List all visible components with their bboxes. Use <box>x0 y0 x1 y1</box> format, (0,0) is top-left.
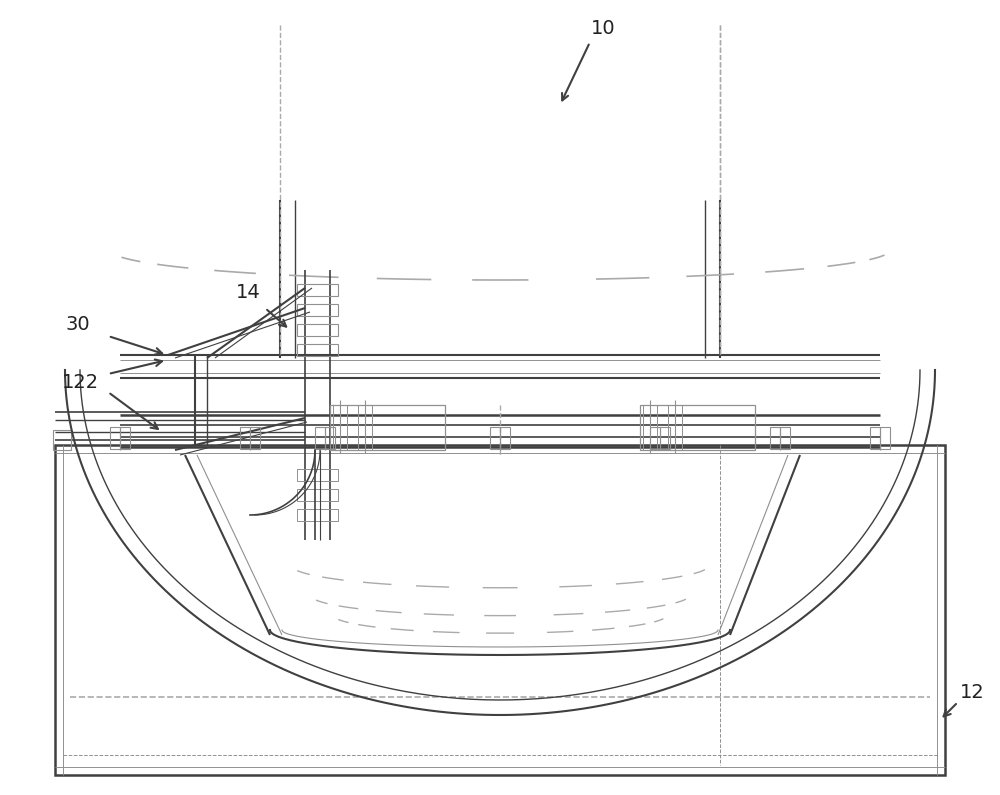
Bar <box>297 304 338 316</box>
Bar <box>110 427 130 449</box>
Text: 12: 12 <box>960 682 985 701</box>
Bar <box>297 509 338 521</box>
Bar <box>643 405 657 450</box>
Bar <box>55 445 945 775</box>
Bar <box>358 405 372 450</box>
Bar <box>770 427 790 449</box>
Bar <box>870 427 890 449</box>
Bar <box>330 405 445 450</box>
Bar <box>650 427 670 449</box>
Bar <box>297 284 338 296</box>
Bar <box>490 427 510 449</box>
Bar <box>668 405 682 450</box>
Bar <box>333 405 347 450</box>
Bar <box>640 405 755 450</box>
Bar <box>297 489 338 501</box>
Text: 10: 10 <box>591 18 615 37</box>
Bar <box>297 344 338 356</box>
Bar <box>53 430 71 450</box>
Bar <box>240 427 260 449</box>
Bar <box>315 427 335 449</box>
Text: 30: 30 <box>66 316 90 335</box>
Text: 14: 14 <box>236 282 260 301</box>
Bar <box>297 324 338 336</box>
Text: 122: 122 <box>61 373 99 391</box>
Bar <box>297 469 338 481</box>
